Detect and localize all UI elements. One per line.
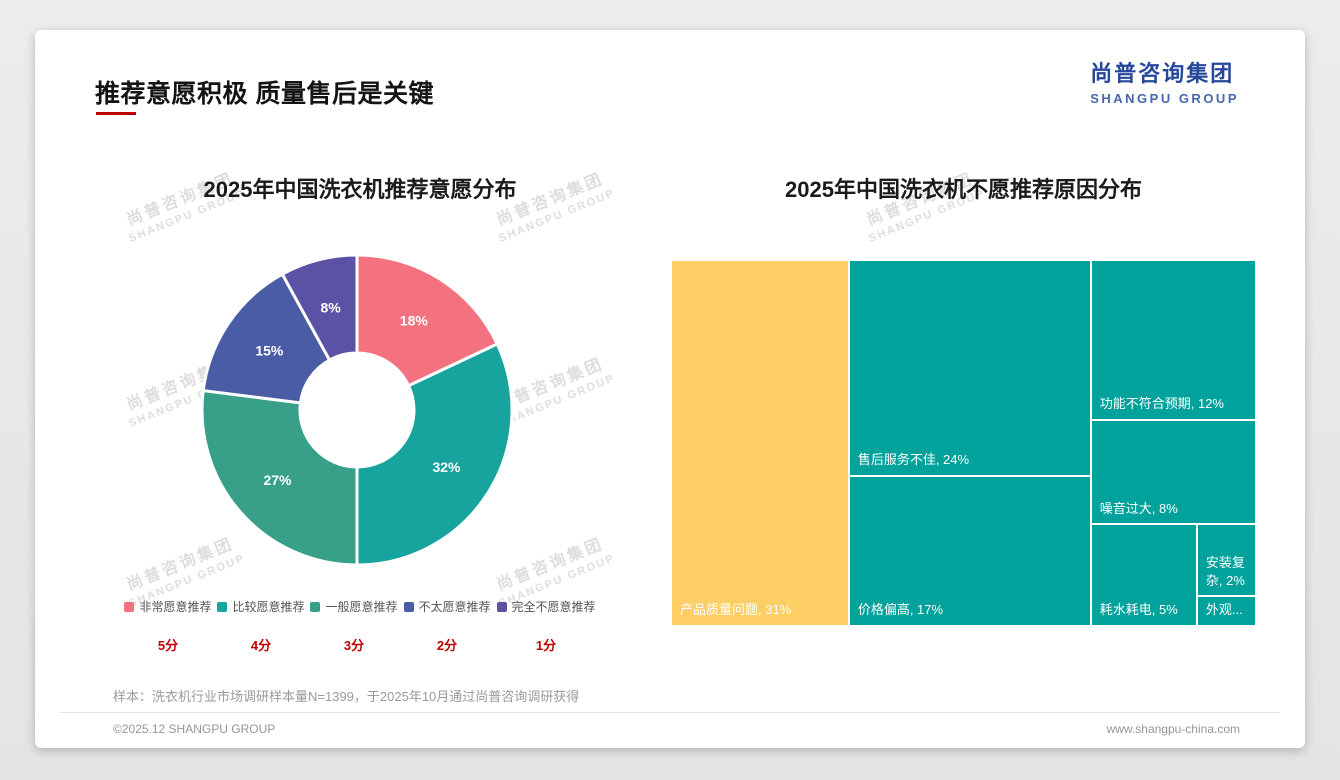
legend-marker [310, 601, 321, 612]
legend-item: 一般愿意推荐 3分 [310, 598, 398, 654]
footer-copyright: ©2025.12 SHANGPU GROUP [113, 722, 276, 736]
donut-slice-3 [200, 389, 359, 567]
legend-label: 非常愿意推荐 [139, 600, 212, 614]
treemap-cell: 功能不符合预期, 12% [1091, 261, 1255, 419]
legend-marker [496, 601, 507, 612]
legend-marker [217, 601, 228, 612]
slide-title: 推荐意愿积极 质量售后是关键 [95, 80, 434, 108]
sample-note: 样本：洗衣机行业市场调研样本量N=1399，于2025年10月通过尚普咨询调研获… [113, 689, 580, 704]
score-label: 1分 [535, 638, 557, 653]
donut-chart-wrap: 18% 32% 27% 15% 8% [187, 240, 527, 580]
score-label: 2分 [436, 638, 458, 653]
treemap-cell-label: 售后服务不佳, 24% [857, 452, 970, 468]
treemap-chart-title: 2025年中国洗衣机不愿推荐原因分布 [785, 177, 1142, 202]
score-label: 5分 [157, 638, 179, 653]
company-logo: 尚普咨询集团 SHANGPU GROUP [1090, 56, 1239, 106]
donut-slice-1 [355, 253, 499, 388]
legend-label: 比较愿意推荐 [232, 600, 305, 614]
footer-bar: ©2025.12 SHANGPU GROUP www.shangpu-china… [60, 712, 1280, 736]
treemap-cell-label: 外观... [1205, 602, 1243, 618]
legend-label: 不太愿意推荐 [418, 600, 491, 614]
legend-item: 不太愿意推荐 2分 [403, 598, 491, 654]
legend-item: 比较愿意推荐 4分 [217, 598, 304, 654]
donut-slice-4 [201, 272, 332, 405]
legend-label: 完全不愿意推荐 [511, 600, 596, 614]
donut-chart: 18% 32% 27% 15% 8% [200, 253, 514, 567]
donut-value-label: 8% [321, 299, 342, 315]
score-label: 4分 [250, 638, 272, 653]
treemap-cell-label: 价格偏高, 17% [857, 602, 944, 618]
treemap-chart: 产品质量问题, 31% 售后服务不佳, 24% 价格偏高, 17% 功能不符合预期, … [672, 261, 1255, 625]
legend-item: 非常愿意推荐 5分 [124, 598, 211, 654]
footer-website: www.shangpu-china.com [1106, 722, 1240, 736]
treemap-cell: 安装复杂, 2% [1197, 525, 1255, 596]
treemap-cell: 外观... [1197, 597, 1255, 625]
donut-chart-title: 2025年中国洗衣机推荐意愿分布 [203, 177, 517, 202]
logo-en-text: SHANGPU GROUP [1090, 91, 1239, 106]
treemap-cell: 产品质量问题, 31% [672, 261, 849, 625]
score-label: 3分 [343, 638, 365, 653]
donut-slice-5 [280, 253, 359, 362]
treemap-cell-label: 耗水耗电, 5% [1099, 602, 1178, 618]
logo-cn-text: 尚普咨询集团 [1090, 61, 1235, 86]
title-accent-bar [96, 112, 136, 115]
treemap-cell-label: 功能不符合预期, 12% [1099, 396, 1224, 412]
legend-item: 完全不愿意推荐 1分 [496, 598, 596, 654]
treemap-cell-label: 安装复杂, 2% [1205, 555, 1245, 588]
donut-legend: 非常愿意推荐 5分 比较愿意推荐 4分 一般愿意推荐 3分 不太愿意推荐 2分 完全不愿意推荐 1… [95, 598, 625, 654]
legend-label: 一般愿意推荐 [325, 600, 398, 614]
donut-value-label: 18% [400, 313, 429, 329]
slide-card: 尚普咨询集团 SHANGPU GROUP 尚普咨询集团 SHANGPU GROUP 尚普… [35, 30, 1305, 748]
treemap-cell-label: 产品质量问题, 31% [680, 602, 792, 618]
treemap-cell: 耗水耗电, 5% [1091, 525, 1196, 625]
legend-marker [403, 601, 414, 612]
treemap-cell-label: 噪音过大, 8% [1099, 500, 1178, 516]
donut-value-label: 27% [263, 472, 292, 488]
legend-marker [124, 601, 135, 612]
donut-value-label: 15% [255, 342, 284, 358]
treemap-cell: 噪音过大, 8% [1091, 421, 1255, 524]
donut-value-label: 32% [432, 459, 461, 475]
donut-slice-2 [355, 342, 514, 567]
treemap-cell: 售后服务不佳, 24% [849, 261, 1090, 476]
treemap-cell: 价格偏高, 17% [849, 476, 1090, 625]
